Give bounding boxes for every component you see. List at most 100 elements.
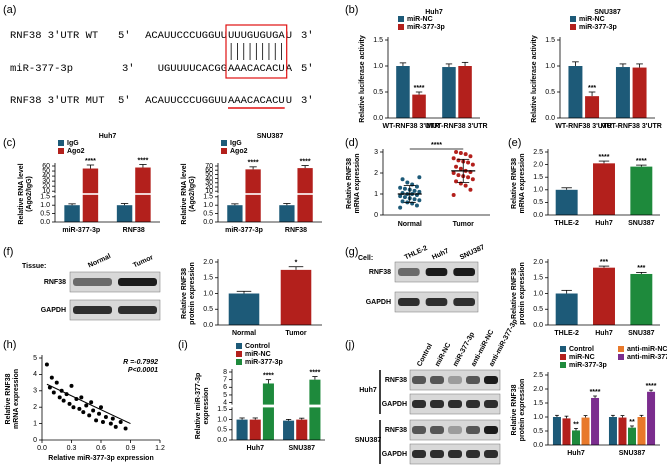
data-point	[400, 177, 405, 182]
axis-break	[216, 193, 324, 195]
data-point	[468, 187, 473, 192]
legend-label: Control	[569, 346, 594, 353]
row-label: RNF38	[385, 427, 407, 434]
y-tick-label: 1.0	[203, 202, 213, 209]
data-point	[458, 151, 463, 156]
y-tick-label: 7	[223, 376, 227, 383]
bar	[279, 205, 295, 222]
x-tick-label: Huh7	[595, 220, 613, 227]
y-tick-label: 2.0	[533, 386, 543, 393]
blot-background	[409, 369, 501, 391]
data-point	[97, 411, 102, 416]
lane-label: Tumor	[132, 254, 154, 269]
blot-band	[466, 376, 480, 384]
group-label: SNU387	[355, 437, 382, 444]
y-axis-label: (Ago2/IgG)	[189, 176, 196, 212]
y-tick-label: 60	[42, 163, 50, 170]
x-axis-label: Relative miR-377-3p expression	[48, 455, 153, 462]
y-tick-label: 5	[223, 392, 227, 399]
y-tick-label: 1.5	[217, 406, 227, 413]
bar	[249, 419, 261, 440]
sequence-label: RNF38 3'UTR WT	[10, 30, 98, 42]
y-axis-label: mRNA expression	[519, 153, 526, 213]
panel-label: (e)	[508, 137, 521, 149]
y-tick-label: 1	[374, 191, 378, 198]
data-point	[69, 383, 74, 388]
blot-band	[448, 376, 462, 384]
y-axis-label: (Ago2/IgG)	[26, 176, 33, 212]
sequence: ACAUUCCCUGGUU	[145, 30, 227, 42]
y-tick-label: 0.5	[533, 306, 543, 313]
y-axis-label: Relative miR-377-3p	[195, 373, 202, 440]
y-tick-label: 2.5	[533, 372, 543, 379]
panel-label: (j)	[345, 339, 355, 351]
y-tick-label: 0.0	[533, 212, 543, 219]
data-point	[412, 197, 417, 202]
significance-label: ***	[600, 259, 608, 266]
x-tick-label: miR-377-3p	[62, 227, 100, 234]
blot-band	[466, 400, 480, 408]
data-point	[103, 415, 108, 420]
bar	[236, 419, 248, 440]
data-point	[463, 183, 468, 188]
x-tick-label: WT-RNF38 3'UTR	[555, 123, 612, 130]
y-tick-label: 10	[42, 188, 50, 195]
sequence-tail: U	[286, 95, 292, 107]
data-point	[110, 416, 115, 421]
legend-swatch	[570, 24, 576, 30]
bar	[630, 273, 653, 325]
data-point	[466, 175, 471, 180]
y-tick-label: 1.5	[533, 174, 543, 181]
data-point	[87, 413, 92, 418]
significance-label: ****	[137, 157, 148, 164]
y-tick-label: 6	[223, 384, 227, 391]
y-tick-label: 30	[205, 180, 213, 187]
panel-label: (a)	[3, 4, 16, 16]
lane-label: THLE-2	[403, 245, 428, 262]
lane-label: miR-NC	[434, 342, 452, 368]
y-tick-label: 3	[33, 388, 37, 395]
legend-label: miR-377-3p	[245, 359, 283, 366]
x-tick-label: THLE-2	[554, 220, 579, 227]
x-tick-label: Tumor	[453, 221, 475, 228]
bar	[632, 67, 647, 118]
x-tick-label: 0.6	[96, 445, 106, 452]
bar	[297, 168, 313, 222]
y-tick-label: 1.0	[533, 290, 543, 297]
blot-band	[448, 450, 462, 458]
bar	[593, 267, 615, 325]
y-tick-label: 0.0	[203, 219, 213, 226]
bar	[64, 205, 80, 222]
legend-label: miR-NC	[569, 354, 595, 361]
site-box	[225, 24, 288, 79]
y-tick-label: 1.5	[373, 37, 383, 44]
y-tick-label: 1.5	[545, 37, 555, 44]
y-tick-label: 2	[33, 404, 37, 411]
legend-label: Ago2	[67, 148, 85, 155]
bar	[296, 419, 308, 440]
significance-label: ****	[263, 372, 274, 379]
data-point	[89, 400, 94, 405]
end-label: 3'	[122, 63, 135, 75]
sequence: ACAUUCCCUGGUU	[145, 95, 227, 107]
legend-swatch	[58, 148, 64, 154]
blot-band	[484, 400, 498, 408]
data-point	[398, 205, 403, 210]
blot-band	[73, 306, 112, 314]
significance-label: *	[295, 260, 298, 267]
y-tick-label: 1.5	[40, 194, 50, 201]
panel-label: (c)	[3, 137, 16, 149]
row-label: RNF38	[369, 269, 391, 276]
y-axis-label: Relative RNF38	[181, 268, 188, 319]
blot-band	[398, 298, 420, 306]
bar	[442, 67, 456, 118]
bar	[591, 397, 600, 445]
blot-band	[412, 376, 426, 384]
y-tick-label: 0.5	[533, 428, 543, 435]
bar	[628, 427, 636, 445]
y-tick-label: 1.5	[203, 275, 213, 282]
row-label: GAPDH	[382, 401, 407, 408]
significance-label: **	[629, 419, 635, 426]
legend-swatch	[398, 24, 404, 30]
data-point	[54, 380, 59, 385]
